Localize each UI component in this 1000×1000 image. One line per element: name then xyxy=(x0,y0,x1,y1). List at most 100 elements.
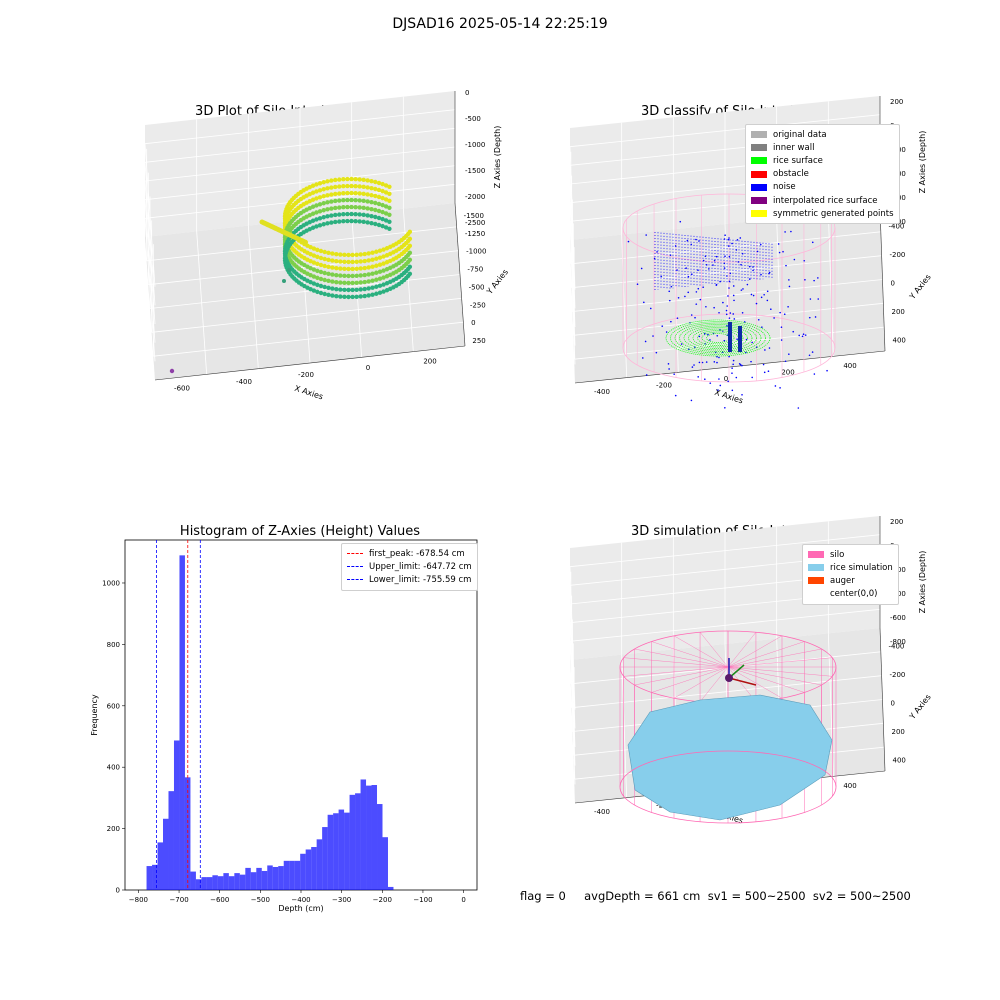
noise-point xyxy=(709,339,711,341)
raw-point xyxy=(353,218,358,224)
histogram-x-tick-label: −600 xyxy=(210,896,229,904)
histogram-bar xyxy=(212,875,218,890)
raw-point xyxy=(357,219,362,224)
noise-point xyxy=(752,266,754,268)
noise-point xyxy=(736,338,738,340)
raw-point xyxy=(366,251,371,256)
noise-point xyxy=(742,288,744,290)
noise-point xyxy=(766,299,769,302)
raw-point xyxy=(318,290,324,296)
raw-point xyxy=(287,268,291,272)
histogram-bar xyxy=(146,866,153,890)
noise-point xyxy=(777,243,780,245)
raw-point xyxy=(377,255,383,260)
raw-point xyxy=(317,188,323,193)
noise-point xyxy=(653,257,656,260)
raw-point xyxy=(374,263,379,268)
raw-point xyxy=(384,281,390,286)
noise-point xyxy=(732,294,735,297)
histogram-bar xyxy=(195,879,202,890)
raw-point xyxy=(346,259,351,265)
raw-point xyxy=(370,264,375,269)
raw-point xyxy=(383,204,389,209)
legend-swatch xyxy=(808,551,824,559)
noise-point xyxy=(643,301,645,304)
silo-roof-line xyxy=(634,666,729,686)
silo-bottom-ring xyxy=(619,750,837,824)
noise-point xyxy=(697,287,700,290)
raw-point xyxy=(354,280,359,285)
histogram-legend: first_peak: -678.54 cm Upper_limit: -647.… xyxy=(341,543,478,591)
raw-point xyxy=(381,275,386,280)
noise-point xyxy=(788,279,790,281)
noise-point xyxy=(727,295,729,297)
raw-point xyxy=(337,198,342,203)
raw-point xyxy=(354,287,359,292)
raw-point xyxy=(380,202,385,208)
legend-label: first_peak: -678.54 cm xyxy=(369,548,465,559)
raw-point xyxy=(346,252,351,258)
raw-point xyxy=(329,213,334,218)
raw-point xyxy=(387,226,392,231)
raw-point xyxy=(377,290,383,295)
raw-point xyxy=(326,271,331,277)
noise-point xyxy=(645,234,647,236)
raw-point xyxy=(326,278,331,284)
raw-point xyxy=(333,198,338,204)
raw-point xyxy=(310,183,316,188)
legend-swatch xyxy=(751,170,767,178)
raw-point xyxy=(350,273,355,279)
silo-roof-line xyxy=(727,666,783,699)
noise-point xyxy=(802,333,805,336)
legend-line-swatch xyxy=(347,566,363,568)
raw-y-tick-label: -1000 xyxy=(466,248,486,256)
raw-point xyxy=(361,212,366,218)
raw-point xyxy=(311,281,317,286)
noise-point xyxy=(782,250,784,253)
silo-roof-line xyxy=(727,641,805,668)
raw-point xyxy=(337,205,342,210)
raw-point xyxy=(337,191,342,196)
raw-point xyxy=(338,287,343,292)
noise-point xyxy=(803,259,806,262)
noise-point xyxy=(718,378,720,380)
raw-point xyxy=(341,205,346,210)
raw-point xyxy=(358,294,363,299)
raw-point xyxy=(349,211,354,217)
raw-x-tick-label: -600 xyxy=(174,385,190,393)
raw-point xyxy=(342,280,347,286)
raw-z-axis-label: Z Axies (Depth) xyxy=(493,126,502,189)
raw-point xyxy=(373,193,378,199)
simulation-legend: silo rice simulation auger center(0,0) xyxy=(802,544,899,605)
raw-point xyxy=(361,191,366,197)
raw-point xyxy=(338,259,343,264)
raw-point xyxy=(354,273,359,278)
simulation-legend-entry: silo xyxy=(808,548,893,561)
raw-point xyxy=(369,192,374,198)
raw-point xyxy=(381,254,386,259)
raw-point xyxy=(317,209,323,214)
histogram-x-tick-label: −800 xyxy=(129,896,148,904)
simulation-y-tick-label: -200 xyxy=(890,671,906,679)
noise-point xyxy=(728,355,730,358)
noise-point xyxy=(766,290,769,293)
noise-point xyxy=(813,279,815,282)
noise-point xyxy=(728,287,730,289)
raw-point xyxy=(345,190,350,196)
noise-point xyxy=(693,364,695,366)
classify-y-tick-label: -200 xyxy=(890,251,906,259)
raw-point xyxy=(345,197,350,203)
raw-y-axis-label: Y Axies xyxy=(484,268,510,297)
noise-point xyxy=(680,343,683,345)
raw-point xyxy=(337,177,342,182)
raw-point xyxy=(333,184,338,190)
histogram-bar xyxy=(228,876,235,890)
raw-point xyxy=(329,220,334,225)
raw-point xyxy=(380,188,385,194)
noise-point xyxy=(817,298,820,300)
raw-point xyxy=(377,283,383,288)
histogram-bar xyxy=(261,870,268,890)
raw-point xyxy=(311,246,317,251)
raw-point xyxy=(387,205,392,210)
raw-z-tick-label: -2500 xyxy=(465,219,485,227)
